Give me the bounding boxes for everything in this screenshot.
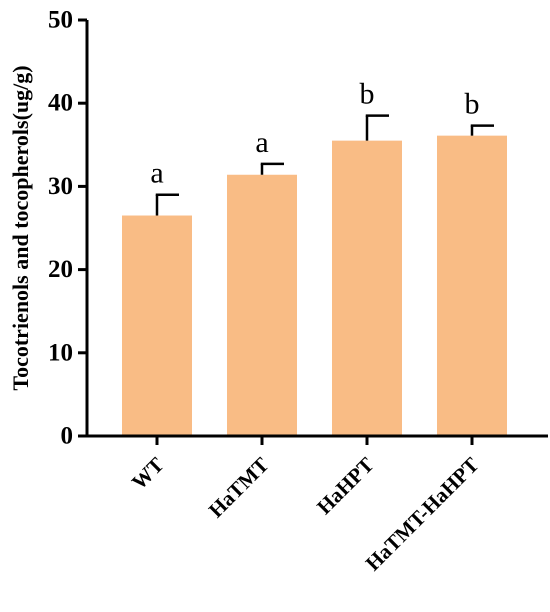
y-tick-label-40: 40	[48, 90, 73, 117]
bar-1	[122, 215, 192, 436]
x-category-label-3: HaHPT	[312, 453, 378, 519]
significance-label-3: b	[360, 78, 375, 111]
x-category-label-1: WT	[127, 453, 169, 495]
y-tick-label-50: 50	[48, 7, 73, 34]
error-bar-1	[155, 193, 179, 216]
y-axis-title: Tocotrienols and tocopherols(ug/g)	[8, 65, 33, 390]
y-ticks-group: 0 10 20 30 40 50	[48, 7, 87, 450]
significance-label-2: a	[255, 126, 268, 159]
bar-3	[332, 140, 402, 436]
error-bar-2	[260, 162, 284, 175]
error-bar-4	[470, 124, 494, 136]
significance-label-1: a	[150, 157, 163, 190]
y-tick-label-0: 0	[61, 423, 74, 450]
error-bars-group	[155, 114, 494, 216]
bar-4	[437, 135, 507, 436]
x-category-label-4: HaTMT-HaHPT	[361, 453, 484, 576]
bar-2	[227, 174, 297, 436]
significance-labels-group: a a b b	[150, 78, 479, 190]
y-tick-label-30: 30	[48, 173, 73, 200]
bars-group	[122, 135, 507, 436]
y-tick-label-20: 20	[48, 256, 73, 283]
error-bar-3	[365, 114, 389, 141]
significance-label-4: b	[465, 88, 480, 121]
y-tick-label-10: 10	[48, 339, 73, 366]
x-category-label-2: HaTMT	[204, 453, 274, 523]
